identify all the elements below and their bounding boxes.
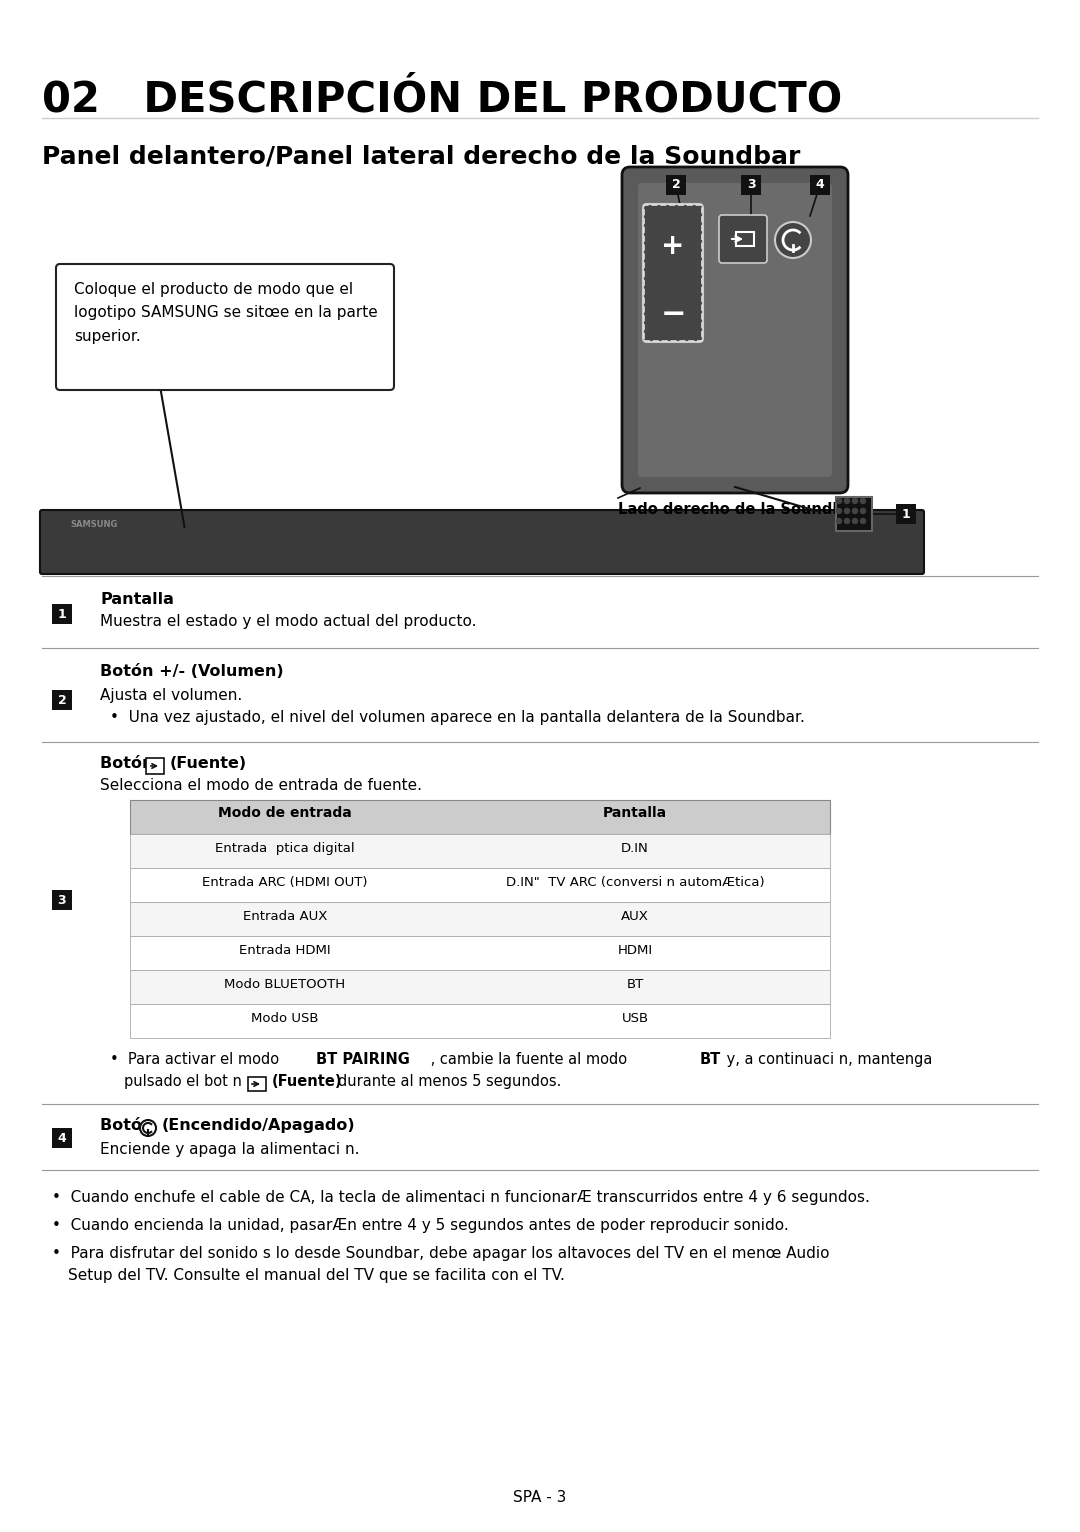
Text: D.IN"  TV ARC (conversi n automÆtica): D.IN" TV ARC (conversi n automÆtica) [505, 876, 765, 889]
Circle shape [775, 222, 811, 257]
Text: 3: 3 [57, 893, 66, 907]
Text: 2: 2 [672, 179, 680, 192]
Bar [130, 833, 831, 869]
Text: Pantalla: Pantalla [100, 591, 174, 607]
Text: Coloque el producto de modo que el
logotipo SAMSUNG se sitœe en la parte
superio: Coloque el producto de modo que el logot… [75, 282, 378, 343]
Circle shape [845, 498, 850, 504]
Text: Lado derecho de la Soundbar: Lado derecho de la Soundbar [618, 502, 860, 516]
Text: Pantalla: Pantalla [603, 806, 667, 820]
Bar [735, 231, 754, 247]
Text: 2: 2 [57, 694, 66, 706]
Text: Entrada HDMI: Entrada HDMI [239, 944, 330, 958]
Text: Entrada AUX: Entrada AUX [243, 910, 327, 922]
Text: Panel delantero/Panel lateral derecho de la Soundbar: Panel delantero/Panel lateral derecho de… [42, 146, 800, 169]
Bar [248, 1077, 266, 1091]
FancyBboxPatch shape [643, 204, 703, 342]
Bar [146, 758, 164, 774]
Bar [130, 970, 831, 1003]
Text: durante al menos 5 segundos.: durante al menos 5 segundos. [338, 1074, 562, 1089]
Text: +: + [661, 231, 685, 260]
Text: AUX: AUX [621, 910, 649, 922]
Bar [130, 936, 831, 970]
Text: Modo BLUETOOTH: Modo BLUETOOTH [225, 977, 346, 991]
FancyBboxPatch shape [52, 604, 72, 624]
Circle shape [837, 498, 841, 504]
Circle shape [861, 498, 865, 504]
Text: 02   DESCRIPCIÓN DEL PRODUCTO: 02 DESCRIPCIÓN DEL PRODUCTO [42, 78, 842, 119]
Text: D.IN: D.IN [621, 843, 649, 855]
Text: •  Cuando encienda la unidad, pasarÆn entre 4 y 5 segundos antes de poder reprod: • Cuando encienda la unidad, pasarÆn ent… [52, 1218, 788, 1233]
Bar [644, 205, 702, 342]
Text: Selecciona el modo de entrada de fuente.: Selecciona el modo de entrada de fuente. [100, 778, 422, 794]
Text: Botón: Botón [100, 1118, 159, 1134]
Text: USB: USB [621, 1013, 649, 1025]
Text: pulsado el bot n: pulsado el bot n [124, 1074, 246, 1089]
Text: (Encendido/Apagado): (Encendido/Apagado) [162, 1118, 355, 1134]
FancyBboxPatch shape [52, 689, 72, 709]
FancyBboxPatch shape [622, 167, 848, 493]
Bar [130, 800, 831, 833]
Text: 1: 1 [57, 608, 66, 620]
Text: •  Cuando enchufe el cable de CA, la tecla de alimentaci n funcionarÆ transcurri: • Cuando enchufe el cable de CA, la tecl… [52, 1190, 869, 1206]
Text: 3: 3 [746, 179, 755, 192]
Text: Ajusta el volumen.: Ajusta el volumen. [100, 688, 242, 703]
FancyBboxPatch shape [741, 175, 761, 195]
Text: •  Una vez ajustado, el nivel del volumen aparece en la pantalla delantera de la: • Una vez ajustado, el nivel del volumen… [110, 709, 805, 725]
Text: Entrada ARC (HDMI OUT): Entrada ARC (HDMI OUT) [202, 876, 368, 889]
Text: SPA - 3: SPA - 3 [513, 1491, 567, 1504]
Text: (Fuente): (Fuente) [272, 1074, 342, 1089]
Text: 1: 1 [902, 507, 910, 521]
Text: •  Para activar el modo: • Para activar el modo [110, 1052, 284, 1066]
FancyBboxPatch shape [719, 214, 767, 264]
Circle shape [852, 509, 858, 513]
Text: Setup del TV. Consulte el manual del TV que se facilita con el TV.: Setup del TV. Consulte el manual del TV … [68, 1268, 565, 1282]
FancyBboxPatch shape [52, 1128, 72, 1147]
FancyBboxPatch shape [40, 510, 924, 574]
Text: Muestra el estado y el modo actual del producto.: Muestra el estado y el modo actual del p… [100, 614, 476, 630]
Text: Entrada  ptica digital: Entrada ptica digital [215, 843, 355, 855]
Circle shape [845, 509, 850, 513]
Text: BT: BT [700, 1052, 721, 1066]
Circle shape [837, 518, 841, 524]
Circle shape [852, 518, 858, 524]
Text: Botón: Botón [100, 755, 159, 771]
Text: 4: 4 [815, 179, 824, 192]
Bar [130, 1003, 831, 1039]
Text: BT PAIRING: BT PAIRING [316, 1052, 410, 1066]
Text: (Fuente): (Fuente) [170, 755, 247, 771]
Circle shape [852, 498, 858, 504]
FancyBboxPatch shape [810, 175, 831, 195]
Circle shape [861, 509, 865, 513]
FancyBboxPatch shape [666, 175, 686, 195]
Text: Botón +/- (Volumen): Botón +/- (Volumen) [100, 663, 284, 679]
Text: 4: 4 [57, 1132, 66, 1144]
Text: −: − [660, 300, 686, 329]
Text: BT: BT [626, 977, 644, 991]
FancyBboxPatch shape [56, 264, 394, 391]
Text: y, a continuaci n, mantenga: y, a continuaci n, mantenga [723, 1052, 932, 1066]
FancyBboxPatch shape [638, 182, 832, 476]
FancyBboxPatch shape [52, 890, 72, 910]
FancyBboxPatch shape [896, 504, 916, 524]
Circle shape [861, 518, 865, 524]
Text: •  Para disfrutar del sonido s lo desde Soundbar, debe apagar los altavoces del : • Para disfrutar del sonido s lo desde S… [52, 1246, 829, 1261]
Text: Modo USB: Modo USB [252, 1013, 319, 1025]
Text: SAMSUNG: SAMSUNG [70, 519, 118, 529]
Circle shape [845, 518, 850, 524]
Text: HDMI: HDMI [618, 944, 652, 958]
Text: Enciende y apaga la alimentaci n.: Enciende y apaga la alimentaci n. [100, 1141, 360, 1157]
Circle shape [837, 509, 841, 513]
Text: , cambie la fuente al modo: , cambie la fuente al modo [426, 1052, 632, 1066]
Bar [130, 869, 831, 902]
Circle shape [140, 1120, 156, 1137]
Text: Modo de entrada: Modo de entrada [218, 806, 352, 820]
Bar [130, 902, 831, 936]
Bar [836, 496, 872, 532]
